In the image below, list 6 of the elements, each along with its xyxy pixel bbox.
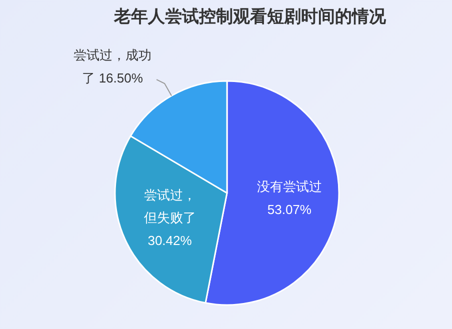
data-label: 30.42% [148, 232, 192, 248]
slice-label: 尝试过，但失败了 [144, 187, 196, 226]
slice-label: 尝试过，成功了 16.50% [74, 48, 152, 86]
data-label: 53.07% [267, 202, 312, 217]
slice-label: 没有尝试过 [256, 179, 322, 194]
chart-title: 老年人尝试控制观看短剧时间的情况 [113, 7, 387, 26]
